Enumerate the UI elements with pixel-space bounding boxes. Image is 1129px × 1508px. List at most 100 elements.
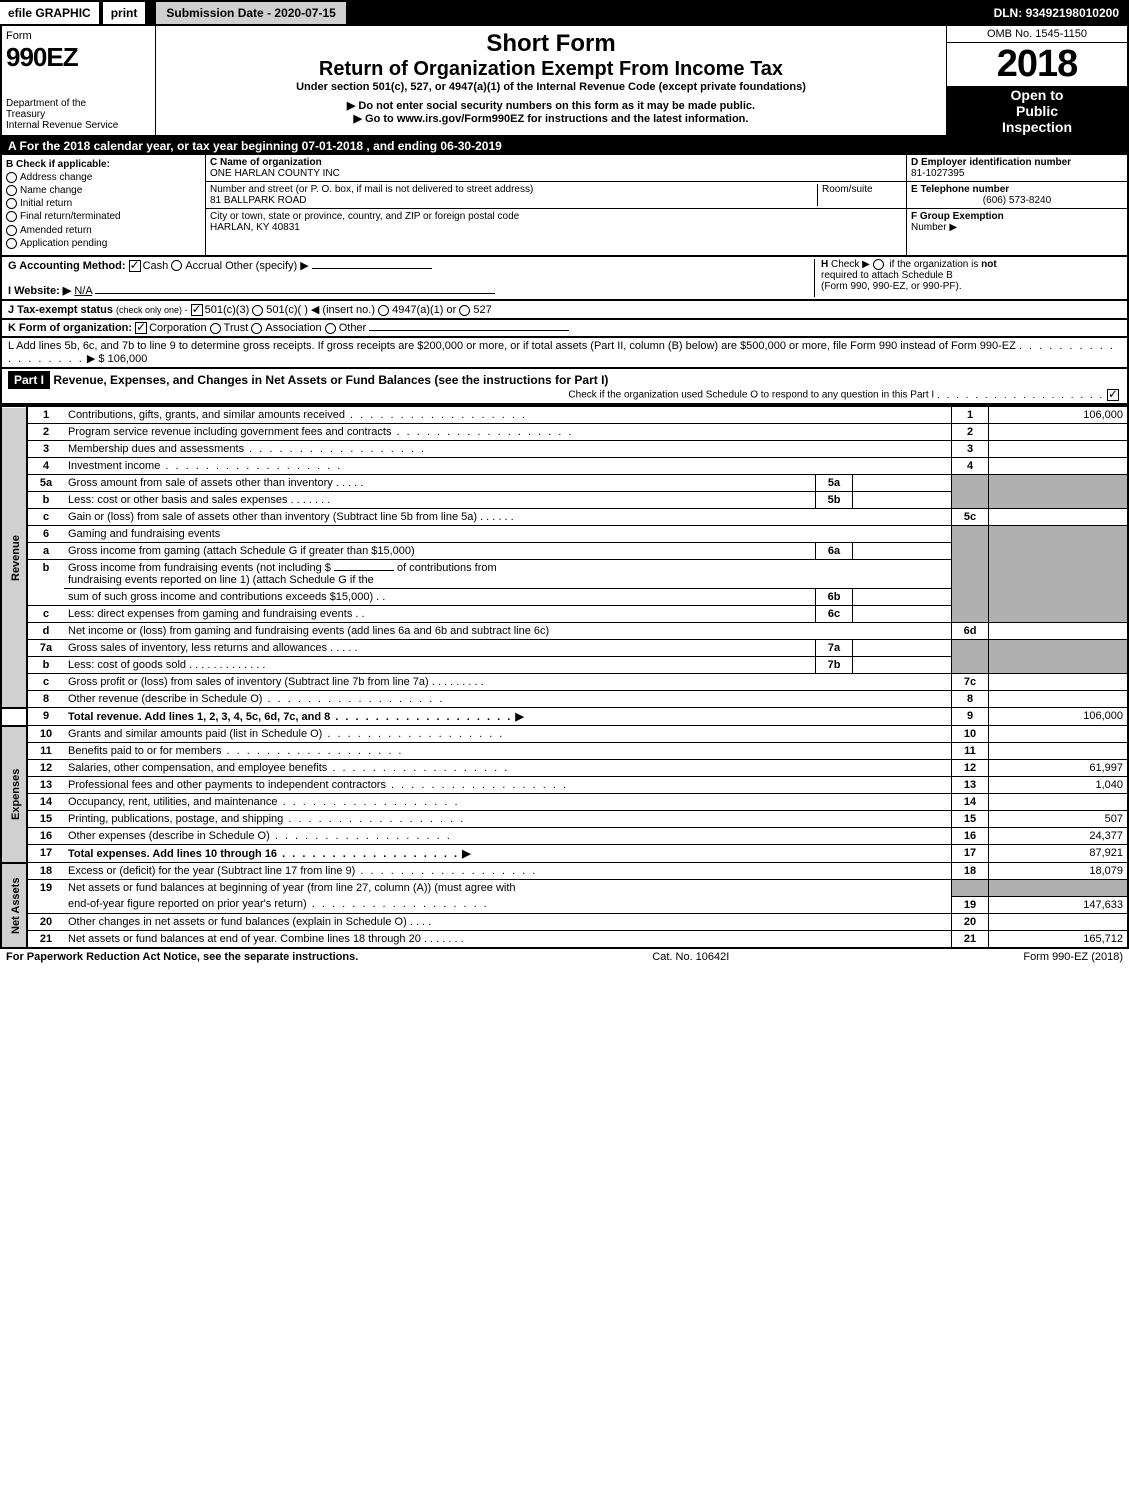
line-num: 4 — [27, 458, 64, 475]
line-desc: Printing, publications, postage, and shi… — [64, 811, 952, 828]
checkbox-cash[interactable] — [129, 260, 141, 272]
line-desc: Gross profit or (loss) from sales of inv… — [64, 674, 952, 691]
line-desc: Less: cost or other basis and sales expe… — [64, 492, 816, 509]
line-desc: Gross income from fundraising events (no… — [64, 560, 952, 589]
phone-value: (606) 573-8240 — [911, 195, 1123, 206]
line-desc: Membership dues and assessments — [64, 441, 952, 458]
right-val — [989, 674, 1129, 691]
dots-icon — [283, 813, 465, 825]
org-name: ONE HARLAN COUNTY INC — [210, 168, 340, 179]
line-num: 6 — [27, 526, 64, 543]
website-value: N/A — [74, 285, 92, 297]
right-num: 2 — [952, 424, 989, 441]
desc-text: Other changes in net assets or fund bala… — [68, 916, 407, 928]
other-specify-input[interactable] — [312, 268, 432, 269]
line-desc: Gaming and fundraising events — [64, 526, 952, 543]
line-num: 13 — [27, 777, 64, 794]
circle-icon[interactable] — [459, 305, 470, 316]
shaded-cell — [952, 640, 989, 674]
under-section-text: Under section 501(c), 527, or 4947(a)(1)… — [160, 81, 942, 93]
dln-value: 93492198010200 — [1026, 6, 1119, 20]
circle-icon[interactable] — [378, 305, 389, 316]
circle-icon[interactable] — [325, 323, 336, 334]
inner-val — [853, 657, 952, 674]
h-text2: if the organization is — [889, 259, 978, 270]
part-i-table: Revenue 1 Contributions, gifts, grants, … — [0, 406, 1129, 949]
print-link[interactable]: print — [103, 2, 146, 24]
shaded-cell — [989, 640, 1129, 674]
inner-num: 6c — [816, 606, 853, 623]
chk-amended-return[interactable]: Amended return — [6, 225, 201, 236]
desc-text: Other revenue (describe in Schedule O) — [68, 693, 262, 705]
line-num: b — [27, 492, 64, 509]
table-row: 2 Program service revenue including gove… — [1, 424, 1128, 441]
desc-text: Other expenses (describe in Schedule O) — [68, 830, 270, 842]
desc-text: Professional fees and other payments to … — [68, 779, 386, 791]
chk-final-return[interactable]: Final return/terminated — [6, 211, 201, 222]
h-section: H Check ▶ if the organization is not req… — [814, 259, 1121, 297]
other-org-input[interactable] — [369, 330, 569, 331]
circle-icon — [6, 198, 17, 209]
circle-icon[interactable] — [873, 259, 884, 270]
dots-icon — [221, 745, 403, 757]
checkbox-501c3[interactable] — [191, 304, 203, 316]
right-val — [989, 726, 1129, 743]
circle-icon[interactable] — [171, 260, 182, 271]
circle-icon — [6, 185, 17, 196]
checkbox-corporation[interactable] — [135, 322, 147, 334]
arrow-icon: ▶ — [462, 848, 470, 860]
group-exemption-block: F Group Exemption Number ▶ — [907, 209, 1127, 235]
chk-application-pending[interactable]: Application pending — [6, 238, 201, 249]
right-num: 11 — [952, 743, 989, 760]
table-row: 21 Net assets or fund balances at end of… — [1, 930, 1128, 948]
chk-address-change[interactable]: Address change — [6, 172, 201, 183]
chk-name-change[interactable]: Name change — [6, 185, 201, 196]
submission-date-box: Submission Date - 2020-07-15 — [155, 1, 346, 25]
chk-label: Initial return — [20, 198, 72, 209]
l-arrow: ▶ $ — [87, 353, 105, 365]
table-row: 17 Total expenses. Add lines 10 through … — [1, 845, 1128, 863]
inner-num: 5b — [816, 492, 853, 509]
circle-icon[interactable] — [210, 323, 221, 334]
table-row: 15 Printing, publications, postage, and … — [1, 811, 1128, 828]
accounting-method-row: G Accounting Method: Cash Accrual Other … — [0, 257, 1129, 301]
line-desc: Professional fees and other payments to … — [64, 777, 952, 794]
org-name-label: C Name of organization — [210, 157, 322, 168]
i-label: I Website: ▶ — [8, 285, 71, 297]
line-num: 17 — [27, 845, 64, 863]
table-row: 12 Salaries, other compensation, and emp… — [1, 760, 1128, 777]
circle-icon[interactable] — [251, 323, 262, 334]
table-row: 4 Investment income 4 — [1, 458, 1128, 475]
inner-num: 7b — [816, 657, 853, 674]
line-desc: Other revenue (describe in Schedule O) — [64, 691, 952, 708]
checkbox-schedule-o[interactable] — [1107, 389, 1119, 401]
notice-line: ▶ Do not enter social security numbers o… — [160, 99, 942, 112]
expenses-side-label: Expenses — [1, 726, 27, 863]
part-i-label: Part I — [8, 371, 50, 389]
website-input[interactable] — [95, 293, 495, 294]
line-num: 18 — [27, 863, 64, 880]
contributions-amount-input[interactable] — [334, 570, 394, 571]
line-desc: Total revenue. Add lines 1, 2, 3, 4, 5c,… — [64, 708, 952, 726]
shaded-cell — [952, 880, 989, 897]
line-num: 10 — [27, 726, 64, 743]
part-i-header: Part I Revenue, Expenses, and Changes in… — [0, 369, 1129, 406]
dots-icon — [262, 693, 444, 705]
right-val — [989, 794, 1129, 811]
line-num: a — [27, 543, 64, 560]
dots-icon — [327, 762, 509, 774]
h-text: Check ▶ — [831, 259, 870, 270]
chk-initial-return[interactable]: Initial return — [6, 198, 201, 209]
circle-icon[interactable] — [252, 305, 263, 316]
other-label: Other (specify) ▶ — [225, 260, 309, 272]
line-desc: Excess or (deficit) for the year (Subtra… — [64, 863, 952, 880]
right-val: 147,633 — [989, 896, 1129, 913]
desc-text: Membership dues and assessments — [68, 443, 244, 455]
opt-501c: 501(c)( ) ◀ (insert no.) — [266, 304, 375, 316]
table-row: 19 Net assets or fund balances at beginn… — [1, 880, 1128, 897]
room-label: Room/suite — [822, 184, 873, 195]
efile-text: efile — [8, 6, 32, 20]
desc-text: Total revenue. Add lines 1, 2, 3, 4, 5c,… — [68, 711, 330, 723]
shaded-cell — [989, 475, 1129, 509]
dots-icon — [270, 830, 452, 842]
